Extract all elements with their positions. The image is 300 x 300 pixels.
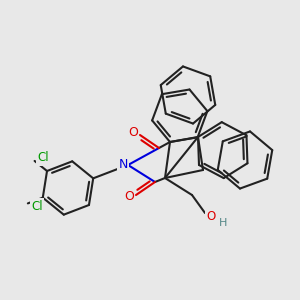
Text: H: H <box>219 218 227 228</box>
Text: Cl: Cl <box>38 152 50 164</box>
Text: O: O <box>124 190 134 203</box>
Text: Cl: Cl <box>31 200 43 213</box>
Text: O: O <box>128 127 138 140</box>
Text: O: O <box>206 209 216 223</box>
Text: N: N <box>118 158 128 172</box>
